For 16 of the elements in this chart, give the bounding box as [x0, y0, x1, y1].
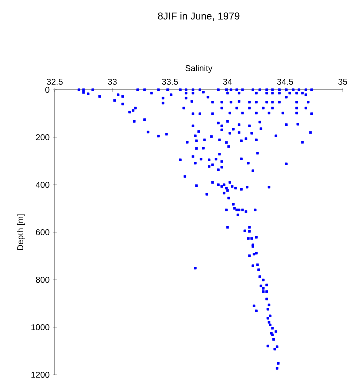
x-tick-label: 33.5 [162, 78, 178, 85]
x-tick-label: 34 [223, 78, 232, 85]
y-tick-label: 1000 [32, 324, 50, 331]
y-axis-title: Depth [m] [17, 214, 26, 250]
y-tick-label: 200 [36, 134, 50, 141]
y-tick-label: 600 [36, 230, 50, 236]
x-tick-label: 35 [338, 78, 348, 85]
chart-title: 8JIF in June, 1979 [158, 12, 240, 21]
x-tick-label: 32.5 [47, 78, 63, 85]
x-tick-label: 33 [108, 78, 117, 85]
x-axis-title: Salinity [186, 65, 213, 74]
y-tick-label: 1200 [32, 372, 50, 378]
y-tick-label: 800 [36, 277, 50, 284]
x-tick-label: 34.5 [277, 78, 294, 85]
y-tick-label: 0 [46, 87, 50, 94]
y-tick-label: 400 [36, 182, 50, 188]
